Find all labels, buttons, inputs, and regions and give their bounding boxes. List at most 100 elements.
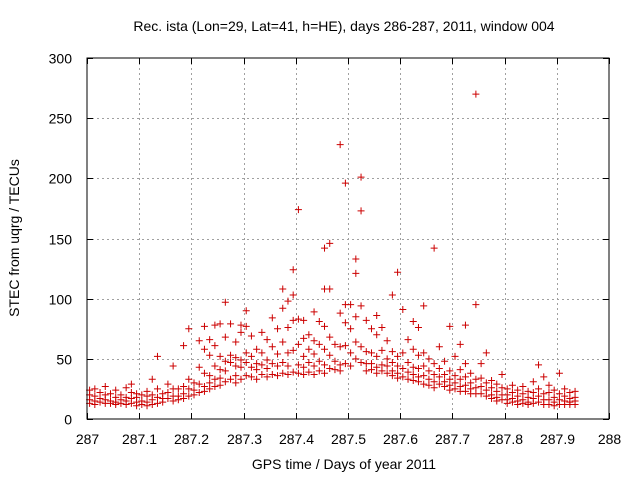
data-point bbox=[430, 384, 438, 392]
data-point bbox=[310, 362, 318, 370]
y-tick-labels: 0 50 100 150 200 250 300 bbox=[49, 51, 73, 428]
data-point bbox=[404, 368, 412, 376]
data-point bbox=[211, 375, 219, 383]
data-point bbox=[143, 402, 151, 410]
data-point bbox=[268, 343, 276, 351]
data-point bbox=[373, 352, 381, 360]
data-point bbox=[227, 320, 235, 328]
data-point bbox=[488, 376, 496, 384]
data-point bbox=[101, 383, 109, 391]
data-point bbox=[388, 291, 396, 299]
data-point bbox=[529, 389, 537, 397]
data-point bbox=[289, 316, 297, 324]
data-point bbox=[138, 391, 146, 399]
data-point bbox=[331, 340, 339, 348]
data-point bbox=[430, 378, 438, 386]
data-point bbox=[420, 380, 428, 388]
data-point bbox=[216, 374, 224, 382]
data-point bbox=[216, 352, 224, 360]
data-point bbox=[153, 393, 161, 401]
data-point bbox=[268, 314, 276, 322]
data-point bbox=[91, 401, 99, 409]
y-axis-label: STEC from uqrg / TECUs bbox=[6, 159, 22, 317]
data-point bbox=[211, 342, 219, 350]
data-point bbox=[268, 370, 276, 378]
data-point bbox=[357, 173, 365, 181]
data-point bbox=[321, 322, 329, 330]
data-point bbox=[414, 324, 422, 332]
data-point bbox=[352, 313, 360, 321]
data-point bbox=[321, 369, 329, 377]
data-point bbox=[472, 90, 480, 98]
data-point bbox=[331, 366, 339, 374]
chart-title: Rec. ista (Lon=29, Lat=41, h=HE), days 2… bbox=[133, 18, 554, 34]
data-point bbox=[383, 355, 391, 363]
data-point bbox=[373, 312, 381, 320]
data-point bbox=[420, 302, 428, 310]
data-point bbox=[247, 373, 255, 381]
data-point bbox=[336, 343, 344, 351]
data-point bbox=[435, 380, 443, 388]
data-point bbox=[503, 399, 511, 407]
data-point bbox=[482, 379, 490, 387]
data-point bbox=[399, 349, 407, 357]
data-point bbox=[326, 364, 334, 372]
data-point bbox=[352, 338, 360, 346]
data-point bbox=[472, 384, 480, 392]
data-point bbox=[529, 378, 537, 386]
y-tick-label: 50 bbox=[56, 352, 72, 368]
data-point bbox=[221, 357, 229, 365]
data-point bbox=[435, 364, 443, 372]
data-point bbox=[164, 395, 172, 403]
data-point bbox=[446, 322, 454, 330]
data-point bbox=[237, 321, 245, 329]
data-point bbox=[341, 319, 349, 327]
data-point bbox=[237, 363, 245, 371]
data-point bbox=[274, 372, 282, 380]
data-point bbox=[467, 379, 475, 387]
data-point bbox=[508, 389, 516, 397]
data-point bbox=[357, 343, 365, 351]
data-point bbox=[326, 351, 334, 359]
data-point bbox=[498, 384, 506, 392]
data-point bbox=[237, 356, 245, 364]
data-point bbox=[127, 399, 135, 407]
data-point bbox=[545, 401, 553, 409]
data-point bbox=[420, 349, 428, 357]
data-point bbox=[435, 343, 443, 351]
data-point bbox=[321, 361, 329, 369]
data-point bbox=[247, 332, 255, 340]
data-point bbox=[535, 385, 543, 393]
data-point bbox=[127, 389, 135, 397]
data-point bbox=[441, 370, 449, 378]
data-point bbox=[159, 398, 167, 406]
data-point bbox=[472, 375, 480, 383]
data-point bbox=[394, 374, 402, 382]
x-tick-label: 287.7 bbox=[435, 431, 470, 447]
data-point bbox=[456, 366, 464, 374]
data-point bbox=[425, 355, 433, 363]
data-point bbox=[195, 380, 203, 388]
data-point bbox=[451, 379, 459, 387]
data-point bbox=[106, 390, 114, 398]
data-point bbox=[519, 383, 527, 391]
data-point bbox=[315, 340, 323, 348]
data-point bbox=[258, 349, 266, 357]
data-point bbox=[383, 337, 391, 345]
data-point bbox=[409, 376, 417, 384]
data-point bbox=[127, 380, 135, 388]
data-point bbox=[383, 362, 391, 370]
data-point bbox=[232, 379, 240, 387]
data-point bbox=[310, 308, 318, 316]
data-point bbox=[420, 372, 428, 380]
data-point bbox=[294, 361, 302, 369]
data-point bbox=[399, 305, 407, 313]
x-axis-label: GPS time / Days of year 2011 bbox=[252, 456, 436, 472]
data-point bbox=[508, 381, 516, 389]
data-point bbox=[148, 375, 156, 383]
data-point bbox=[315, 357, 323, 365]
data-point bbox=[378, 367, 386, 375]
data-point bbox=[289, 266, 297, 274]
data-point bbox=[279, 338, 287, 346]
data-point bbox=[294, 315, 302, 323]
